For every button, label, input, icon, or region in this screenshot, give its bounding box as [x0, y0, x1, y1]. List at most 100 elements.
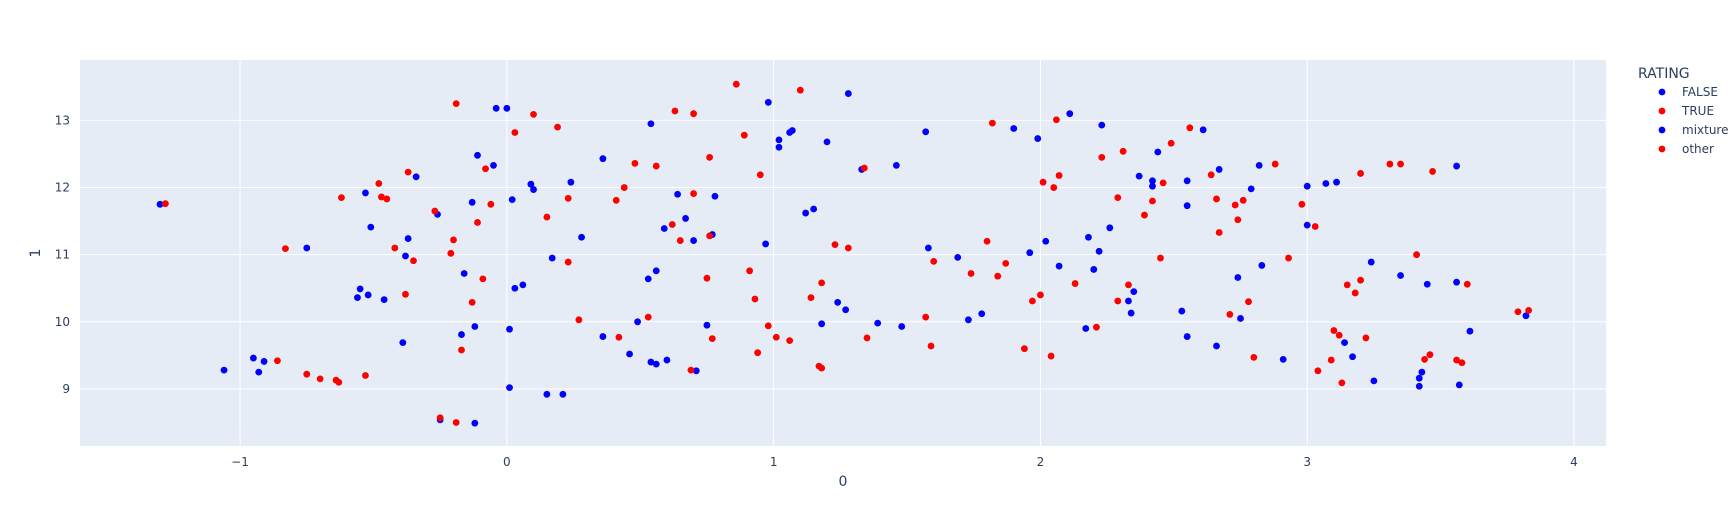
data-point-false[interactable]	[578, 233, 585, 241]
data-point-true[interactable]	[1093, 323, 1100, 331]
data-point-true[interactable]	[644, 313, 652, 321]
data-point-true[interactable]	[1050, 184, 1058, 191]
data-point-false[interactable]	[690, 237, 698, 244]
data-point-true[interactable]	[1157, 254, 1164, 262]
data-point-true[interactable]	[671, 107, 679, 115]
data-point-true[interactable]	[740, 131, 748, 139]
data-point-true[interactable]	[564, 258, 572, 266]
data-point-false[interactable]	[402, 252, 409, 260]
data-point-false[interactable]	[647, 120, 655, 128]
data-point-false[interactable]	[380, 296, 388, 304]
data-point-false[interactable]	[364, 291, 372, 299]
data-point-false[interactable]	[511, 284, 519, 292]
data-point-true[interactable]	[335, 378, 343, 386]
data-point-false[interactable]	[1130, 288, 1138, 295]
data-point-false[interactable]	[490, 161, 497, 169]
data-point-false[interactable]	[1199, 126, 1207, 134]
data-point-false[interactable]	[802, 209, 810, 217]
data-point-false[interactable]	[964, 316, 972, 324]
data-point-false[interactable]	[788, 127, 796, 134]
data-point-true[interactable]	[732, 80, 740, 88]
data-point-false[interactable]	[762, 240, 770, 248]
data-point-false[interactable]	[399, 339, 407, 347]
data-point-true[interactable]	[1362, 334, 1370, 342]
data-point-true[interactable]	[468, 298, 476, 306]
data-point-false[interactable]	[1370, 377, 1378, 385]
data-point-true[interactable]	[922, 313, 930, 321]
data-point-false[interactable]	[1322, 180, 1330, 187]
data-point-false[interactable]	[548, 254, 556, 262]
data-point-true[interactable]	[927, 342, 935, 350]
data-point-false[interactable]	[1522, 312, 1530, 320]
data-point-true[interactable]	[1141, 211, 1148, 219]
data-point-true[interactable]	[1357, 276, 1364, 284]
data-point-true[interactable]	[378, 193, 385, 201]
data-point-false[interactable]	[1098, 121, 1106, 129]
data-point-true[interactable]	[447, 249, 455, 257]
data-point-true[interactable]	[1239, 196, 1247, 204]
data-point-false[interactable]	[1042, 237, 1050, 245]
data-point-true[interactable]	[863, 334, 871, 342]
legend-label-true[interactable]: TRUE	[1681, 104, 1714, 118]
data-point-true[interactable]	[1119, 147, 1127, 155]
data-point-false[interactable]	[834, 298, 842, 306]
legend-marker-true[interactable]	[1658, 107, 1666, 115]
data-point-true[interactable]	[772, 333, 780, 341]
data-point-false[interactable]	[818, 320, 826, 328]
data-point-true[interactable]	[511, 129, 519, 136]
data-point-true[interactable]	[818, 364, 826, 372]
data-point-true[interactable]	[375, 180, 383, 187]
data-point-true[interactable]	[796, 86, 804, 94]
data-point-false[interactable]	[1034, 135, 1042, 142]
data-point-false[interactable]	[844, 90, 852, 97]
data-point-true[interactable]	[1271, 160, 1279, 168]
data-point-true[interactable]	[474, 219, 481, 226]
data-point-true[interactable]	[1021, 345, 1028, 353]
data-point-true[interactable]	[1298, 200, 1306, 208]
data-point-false[interactable]	[1455, 381, 1463, 389]
data-point-true[interactable]	[1458, 359, 1466, 367]
data-point-true[interactable]	[404, 168, 412, 176]
data-point-false[interactable]	[1397, 272, 1404, 279]
data-point-true[interactable]	[1397, 160, 1404, 168]
data-point-false[interactable]	[764, 98, 772, 106]
data-point-true[interactable]	[1186, 124, 1194, 132]
data-point-true[interactable]	[967, 270, 975, 277]
data-point-false[interactable]	[1149, 177, 1156, 185]
data-point-true[interactable]	[1002, 260, 1010, 267]
data-point-false[interactable]	[652, 360, 660, 368]
data-point-true[interactable]	[631, 159, 639, 167]
data-point-true[interactable]	[1234, 216, 1242, 224]
data-point-false[interactable]	[1303, 221, 1311, 229]
data-point-false[interactable]	[842, 306, 850, 314]
data-point-false[interactable]	[922, 128, 930, 136]
data-point-true[interactable]	[487, 200, 495, 208]
data-point-false[interactable]	[492, 104, 500, 112]
data-point-false[interactable]	[567, 178, 575, 186]
data-point-true[interactable]	[391, 244, 399, 252]
legend[interactable]: RATING FALSE TRUE mixture other	[1638, 66, 1729, 156]
data-point-true[interactable]	[703, 274, 711, 282]
data-point-false[interactable]	[1183, 333, 1191, 340]
legend-label-other[interactable]: other	[1682, 142, 1714, 156]
data-point-true[interactable]	[1343, 281, 1351, 289]
data-point-false[interactable]	[527, 180, 535, 188]
data-point-true[interactable]	[543, 213, 551, 221]
data-point-false[interactable]	[1095, 247, 1103, 255]
data-point-false[interactable]	[599, 333, 607, 340]
data-point-true[interactable]	[1327, 356, 1335, 364]
data-point-true[interactable]	[1047, 352, 1055, 360]
data-point-false[interactable]	[1415, 382, 1423, 390]
data-point-false[interactable]	[1415, 374, 1423, 382]
data-point-true[interactable]	[1386, 160, 1394, 168]
data-point-false[interactable]	[647, 358, 655, 366]
data-point-false[interactable]	[1234, 274, 1242, 281]
data-point-true[interactable]	[1314, 367, 1322, 375]
data-point-true[interactable]	[1514, 308, 1522, 316]
data-point-true[interactable]	[1429, 168, 1436, 175]
data-point-true[interactable]	[458, 346, 465, 354]
data-point-true[interactable]	[482, 165, 489, 173]
data-point-true[interactable]	[410, 257, 417, 265]
data-point-false[interactable]	[652, 267, 660, 275]
data-point-true[interactable]	[1357, 170, 1364, 177]
